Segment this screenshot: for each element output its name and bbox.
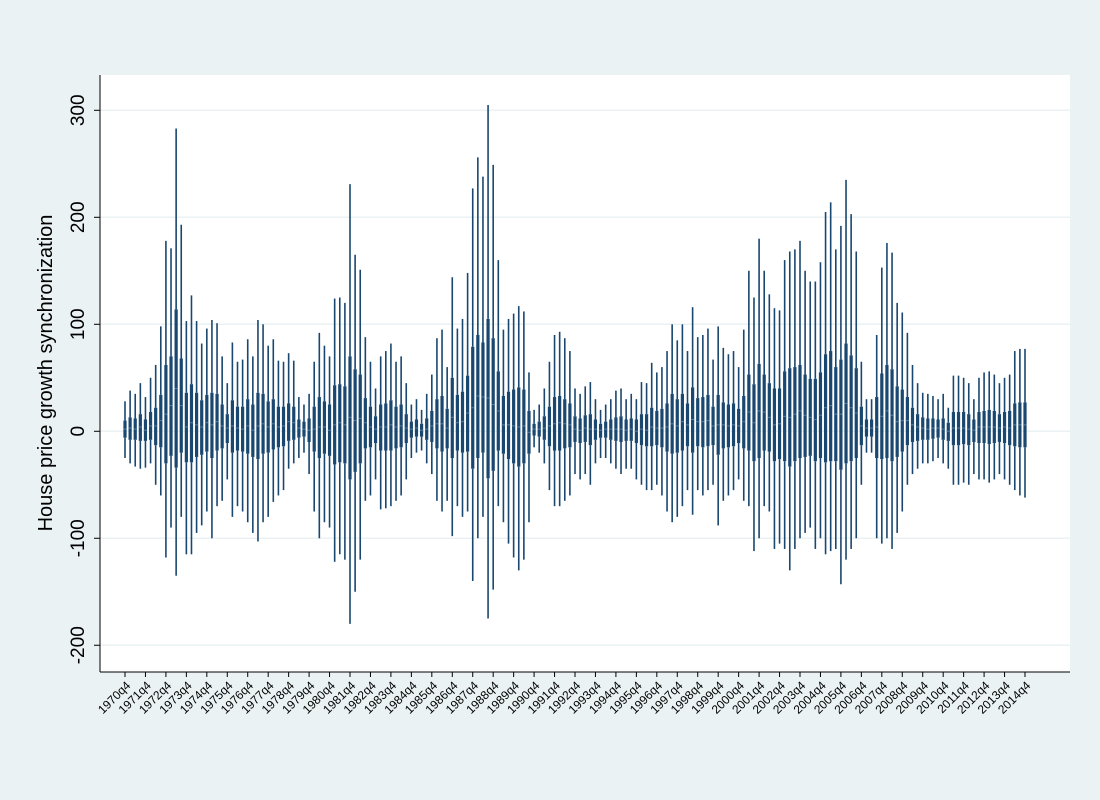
box <box>588 414 592 446</box>
box <box>445 408 449 449</box>
box <box>936 419 940 438</box>
box <box>379 404 383 451</box>
box <box>205 394 209 452</box>
box <box>905 397 909 446</box>
box <box>466 375 470 452</box>
box <box>578 418 582 444</box>
y-tick-label: 100 <box>68 308 89 340</box>
box <box>598 423 603 438</box>
box <box>696 398 700 447</box>
box <box>338 384 342 463</box>
box <box>281 406 286 447</box>
box <box>813 378 817 462</box>
box <box>849 355 853 462</box>
box <box>629 418 633 441</box>
y-tick-label: 200 <box>68 201 89 233</box>
box <box>184 392 188 463</box>
box <box>235 406 240 451</box>
box <box>532 423 536 436</box>
box <box>363 398 367 449</box>
box <box>128 417 132 440</box>
box <box>389 400 393 451</box>
y-axis-title: House price growth synchronization <box>35 215 57 532</box>
box <box>547 406 552 447</box>
box <box>486 318 490 479</box>
box <box>701 397 705 448</box>
box <box>230 400 234 453</box>
y-tick-label: 0 <box>68 426 89 437</box>
box <box>481 342 485 453</box>
box <box>921 417 925 440</box>
box <box>972 419 976 442</box>
box <box>450 377 454 459</box>
box <box>522 389 526 464</box>
box <box>373 416 378 444</box>
box <box>762 374 766 451</box>
box <box>956 412 961 446</box>
box <box>322 401 327 454</box>
box <box>680 393 684 451</box>
box <box>154 407 158 446</box>
box <box>138 414 142 441</box>
box <box>803 374 807 457</box>
y-tick-label: -100 <box>68 519 89 557</box>
box <box>885 364 889 459</box>
box <box>287 403 291 441</box>
box <box>271 399 275 450</box>
box <box>691 387 695 453</box>
box <box>839 359 843 470</box>
box <box>721 402 725 449</box>
box <box>292 406 296 440</box>
box <box>189 384 194 463</box>
box <box>225 414 229 444</box>
box <box>409 421 413 438</box>
box <box>404 414 408 444</box>
box <box>512 389 516 464</box>
box <box>358 374 362 464</box>
box <box>1002 412 1007 444</box>
box <box>593 419 598 440</box>
box <box>394 406 398 449</box>
box <box>430 410 434 442</box>
box <box>159 394 163 448</box>
box <box>220 404 224 449</box>
box <box>946 422 950 441</box>
box <box>951 412 956 446</box>
box <box>460 391 465 453</box>
box <box>609 419 613 440</box>
box <box>251 404 255 457</box>
box <box>875 397 879 459</box>
box <box>829 351 833 462</box>
y-tick-label: -200 <box>68 626 89 664</box>
box <box>568 403 572 448</box>
box <box>639 414 644 446</box>
box <box>823 354 828 463</box>
box <box>916 414 920 441</box>
plot-area <box>100 75 1070 672</box>
box <box>977 412 981 444</box>
box <box>583 415 587 442</box>
box <box>665 403 669 452</box>
box <box>506 391 511 460</box>
y-tick-label: 300 <box>68 94 89 126</box>
box <box>558 395 562 451</box>
box <box>297 419 301 438</box>
box <box>348 356 352 480</box>
box <box>742 395 746 449</box>
box <box>169 356 173 456</box>
box <box>246 399 250 454</box>
box <box>747 374 751 451</box>
box <box>604 421 608 438</box>
box <box>967 414 971 446</box>
box <box>798 364 802 459</box>
box <box>476 334 480 459</box>
box <box>215 393 219 451</box>
box <box>200 400 204 455</box>
box <box>317 397 321 459</box>
box <box>210 392 214 459</box>
box <box>931 418 935 439</box>
